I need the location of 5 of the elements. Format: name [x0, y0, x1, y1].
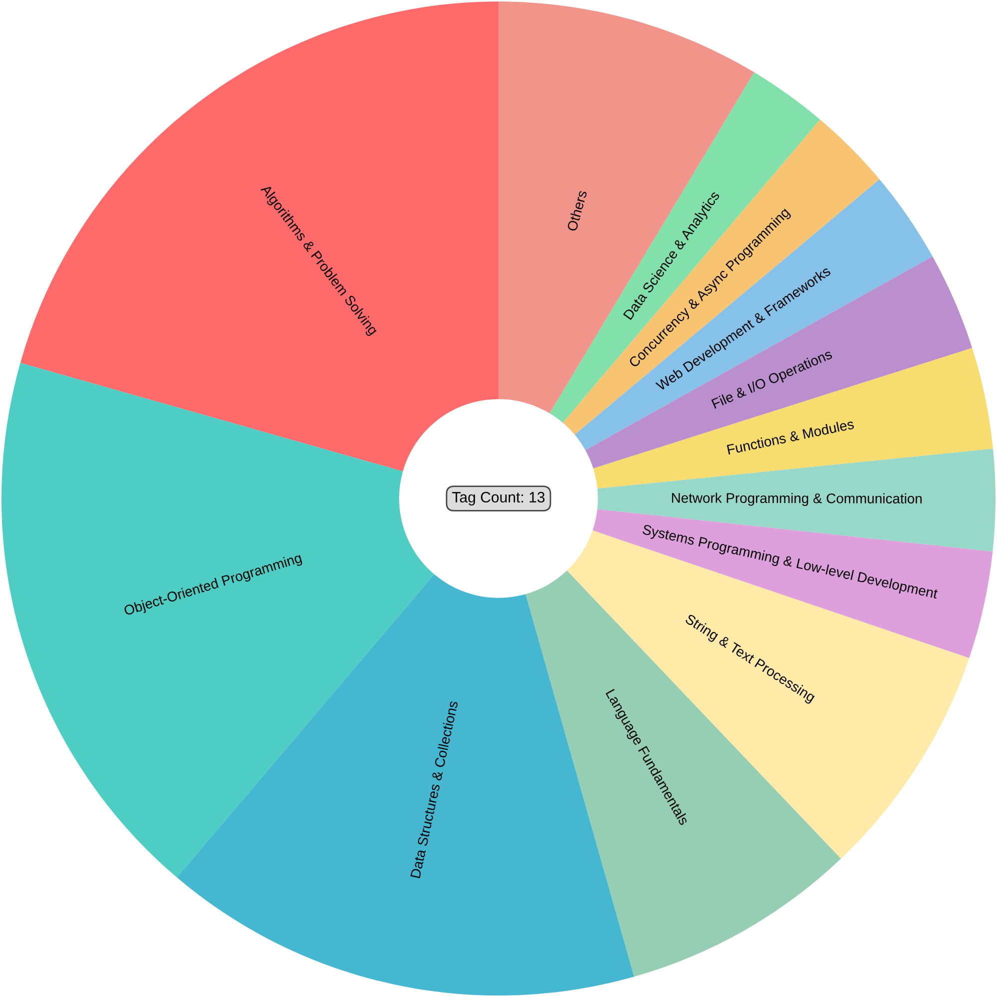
- slice-label: Network Programming & Communication: [672, 492, 922, 506]
- slice-label: Others: [566, 190, 588, 232]
- slice-label: Data Structures & Collections: [410, 700, 458, 878]
- text: Tag Count: 13: [452, 492, 545, 506]
- slice-label: Functions & Modules: [726, 418, 854, 455]
